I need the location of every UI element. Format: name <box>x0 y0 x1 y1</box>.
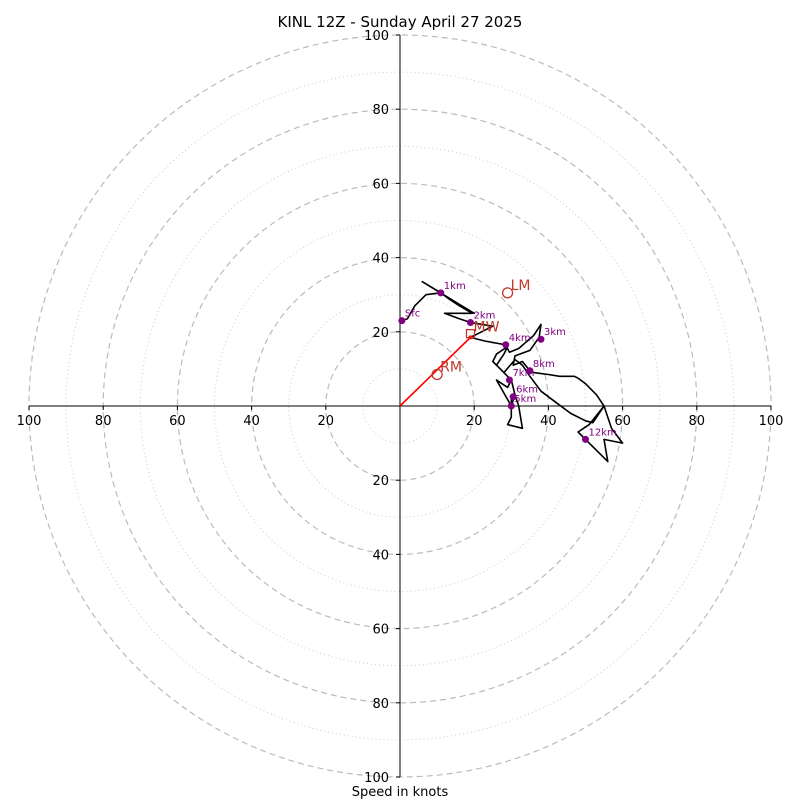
y-tick-label: 80 <box>372 697 389 712</box>
y-tick-label: 20 <box>372 326 389 341</box>
x-tick-label: 20 <box>466 414 483 429</box>
y-tick-label: 80 <box>372 103 389 118</box>
height-marker-3km-label: 3km <box>544 327 566 338</box>
height-marker-2km-dot <box>466 319 474 327</box>
mean-wind-label: MW <box>473 320 499 336</box>
right-mover-label: RM <box>440 359 462 375</box>
x-tick-label: 80 <box>689 414 706 429</box>
y-tick-label: 60 <box>372 623 389 638</box>
height-marker-sfc-label: Sfc <box>405 309 420 320</box>
storm-motion-markers: LM MW RM <box>399 278 531 407</box>
x-tick-label: 60 <box>169 414 186 429</box>
x-tick-label: 40 <box>243 414 260 429</box>
height-marker-3km-dot <box>537 335 545 343</box>
x-tick-label: 60 <box>614 414 631 429</box>
y-tick-label: 100 <box>364 771 389 786</box>
height-marker-6km-label: 6km <box>516 385 538 396</box>
height-marker-5km-label: 5km <box>514 394 536 405</box>
height-marker-2km-label: 2km <box>473 311 495 322</box>
y-tick-label: 60 <box>372 177 389 192</box>
y-tick-label: 20 <box>372 474 389 489</box>
height-marker-4km-dot <box>502 341 510 349</box>
height-marker-5km-dot <box>507 402 515 410</box>
shear-vector-line <box>399 336 472 407</box>
x-tick-label: 100 <box>17 414 42 429</box>
x-tick-label: 40 <box>540 414 557 429</box>
height-marker-7km-label: 7km <box>512 368 534 379</box>
height-marker-12km-label: 12km <box>589 427 617 438</box>
height-marker-4km-label: 4km <box>509 333 531 344</box>
height-marker-sfc-dot <box>398 317 406 325</box>
height-marker-12km-dot <box>582 435 589 443</box>
y-tick-label: 40 <box>372 252 389 267</box>
height-marker-8km-label: 8km <box>533 359 555 370</box>
height-marker-7km-dot <box>505 376 513 384</box>
x-tick-label: 100 <box>759 414 784 429</box>
height-marker-1km-dot <box>437 289 445 297</box>
tick-labels: 100 80 60 40 20 20 40 60 80 100 100 80 60 40 20 20 40 60 8… <box>17 29 784 786</box>
height-marker-1km-label: 1km <box>444 281 466 292</box>
mean-wind-marker <box>465 329 476 339</box>
x-tick-label: 80 <box>95 414 112 429</box>
left-mover-label: LM <box>511 278 531 294</box>
chart-title: KINL 12Z - Sunday April 27 2025 <box>278 13 523 31</box>
right-mover-marker <box>431 368 443 381</box>
height-marker-8km-dot <box>526 367 534 375</box>
y-tick-label: 40 <box>372 548 389 563</box>
left-mover-marker <box>501 287 514 299</box>
y-tick-label: 100 <box>364 29 389 44</box>
x-tick-label: 20 <box>318 414 335 429</box>
height-marker-6km-dot <box>509 393 517 401</box>
x-axis-label: Speed in knots <box>352 785 449 800</box>
